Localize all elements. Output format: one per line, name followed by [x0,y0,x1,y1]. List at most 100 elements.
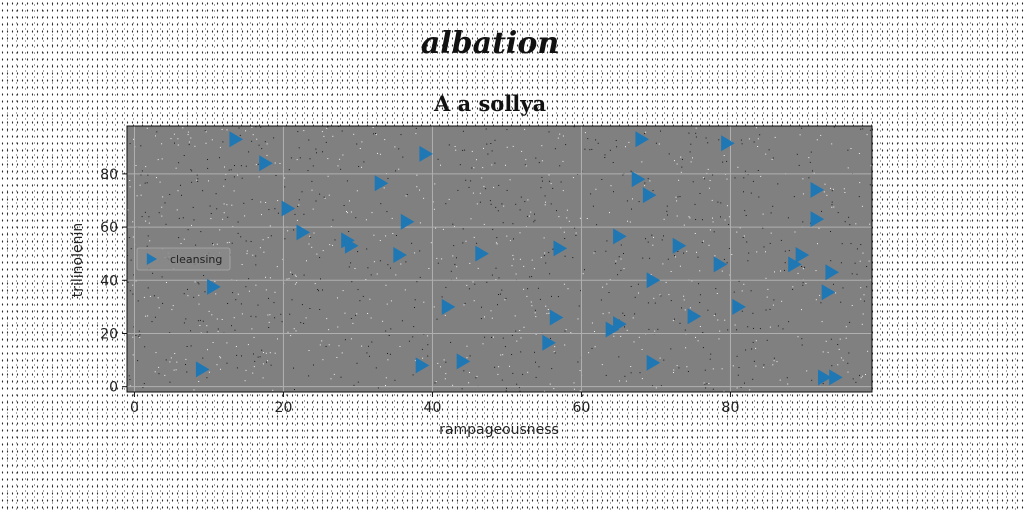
noise-dot [190,330,192,332]
noise-dot [244,380,246,382]
noise-dot [462,130,464,132]
noise-dot [645,131,647,133]
noise-dot [824,183,826,185]
noise-dot [633,341,635,343]
data-point [419,145,433,162]
noise-dot [855,381,857,383]
noise-dot [436,318,438,320]
noise-dot [212,243,213,245]
noise-dot [796,153,798,155]
noise-dot [506,146,508,148]
noise-dot [866,286,868,288]
noise-dot [147,174,149,176]
noise-dot [702,177,704,179]
noise-dot [491,150,493,152]
noise-dot [448,198,450,200]
noise-dot [190,137,192,139]
noise-dot [667,258,669,260]
noise-dot [340,168,342,170]
noise-dot [498,294,499,295]
noise-dot [276,266,278,268]
noise-dot [822,383,824,385]
noise-dot [538,366,540,368]
noise-dot [843,188,845,190]
noise-dot [714,255,716,257]
data-point [646,354,661,371]
noise-dot [623,253,624,254]
noise-dot [359,148,361,149]
noise-dot [416,281,418,283]
noise-dot [721,368,723,370]
noise-dot [683,299,685,301]
noise-dot [309,158,311,160]
noise-dot [427,335,429,337]
noise-dot [728,216,730,218]
noise-dot [726,205,728,207]
noise-dot [645,238,646,240]
noise-dot [692,181,694,183]
noise-dot [185,358,187,360]
noise-dot [255,264,257,266]
noise-dot [228,169,230,171]
noise-dot [560,227,562,229]
noise-dot [792,286,794,288]
noise-dot [318,290,319,292]
noise-dot [337,297,338,299]
noise-dot [549,273,551,275]
noise-dot [296,159,298,161]
noise-dot [771,158,773,160]
noise-dot [559,165,561,167]
data-point [400,213,415,230]
noise-dot [455,149,457,151]
noise-dot [679,322,681,324]
noise-dot [763,246,765,248]
noise-dot [562,160,564,162]
noise-dot [772,205,774,207]
noise-dot [197,282,199,284]
noise-dot [670,271,672,272]
noise-dot [308,243,310,245]
noise-dot [861,375,863,377]
noise-dot [187,295,189,297]
noise-dot [642,257,644,259]
noise-dot [820,302,822,304]
noise-dot [440,164,441,166]
noise-dot [185,318,187,320]
noise-dot [749,389,751,391]
noise-dot [679,265,681,267]
noise-dot [563,231,565,233]
noise-dot [574,227,576,229]
noise-dot [548,131,550,133]
noise-dot [865,374,866,375]
noise-dot [497,304,498,306]
noise-dot [373,133,374,135]
noise-dot [594,331,595,332]
noise-dot [308,350,310,351]
noise-dot [245,165,247,167]
noise-dot [766,339,768,341]
noise-dot [736,355,738,357]
noise-dot [709,358,711,360]
noise-dot [594,346,596,348]
noise-dot [298,147,300,149]
noise-dot [862,252,864,254]
noise-dot [284,238,286,240]
noise-dot [365,279,367,280]
noise-dot [325,346,327,347]
noise-dot [322,250,324,252]
noise-dot [708,383,710,384]
noise-dot [330,226,332,227]
noise-dot [832,188,834,190]
noise-dot [562,190,564,192]
noise-dot [624,326,625,328]
noise-dot [597,142,599,144]
noise-dot [720,216,721,218]
noise-dot [395,274,397,276]
noise-dot [670,300,672,302]
noise-dot [551,295,552,297]
noise-dot [350,262,352,264]
noise-dot [856,248,858,250]
noise-dot [226,242,228,244]
noise-dot [582,273,584,275]
noise-dot [675,196,677,198]
